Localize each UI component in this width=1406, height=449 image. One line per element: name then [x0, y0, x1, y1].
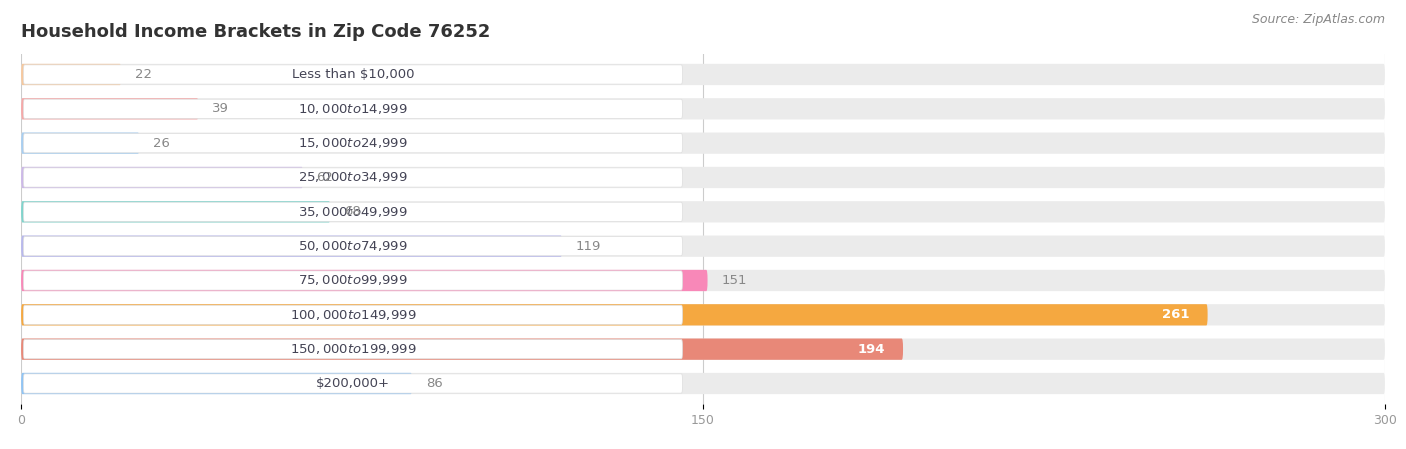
FancyBboxPatch shape — [21, 339, 1385, 360]
Text: 86: 86 — [426, 377, 443, 390]
FancyBboxPatch shape — [21, 373, 412, 394]
Text: $35,000 to $49,999: $35,000 to $49,999 — [298, 205, 408, 219]
Text: $150,000 to $199,999: $150,000 to $199,999 — [290, 342, 416, 356]
Text: 119: 119 — [575, 240, 602, 253]
FancyBboxPatch shape — [21, 64, 121, 85]
Text: $15,000 to $24,999: $15,000 to $24,999 — [298, 136, 408, 150]
FancyBboxPatch shape — [24, 271, 682, 290]
FancyBboxPatch shape — [21, 270, 707, 291]
Text: $200,000+: $200,000+ — [316, 377, 389, 390]
Text: 261: 261 — [1161, 308, 1189, 321]
Text: 151: 151 — [721, 274, 747, 287]
FancyBboxPatch shape — [24, 99, 682, 119]
Text: $25,000 to $34,999: $25,000 to $34,999 — [298, 171, 408, 185]
FancyBboxPatch shape — [21, 167, 302, 188]
FancyBboxPatch shape — [21, 132, 139, 154]
FancyBboxPatch shape — [24, 133, 682, 153]
Text: 22: 22 — [135, 68, 152, 81]
Text: Household Income Brackets in Zip Code 76252: Household Income Brackets in Zip Code 76… — [21, 23, 491, 41]
FancyBboxPatch shape — [21, 236, 562, 257]
FancyBboxPatch shape — [24, 237, 682, 256]
Text: $10,000 to $14,999: $10,000 to $14,999 — [298, 102, 408, 116]
FancyBboxPatch shape — [21, 236, 1385, 257]
Text: Less than $10,000: Less than $10,000 — [291, 68, 415, 81]
FancyBboxPatch shape — [21, 201, 1385, 222]
Text: $100,000 to $149,999: $100,000 to $149,999 — [290, 308, 416, 322]
FancyBboxPatch shape — [21, 270, 1385, 291]
Text: $75,000 to $99,999: $75,000 to $99,999 — [298, 273, 408, 287]
Text: 194: 194 — [858, 343, 884, 356]
FancyBboxPatch shape — [21, 201, 330, 222]
FancyBboxPatch shape — [24, 202, 682, 221]
FancyBboxPatch shape — [21, 304, 1208, 326]
Text: $50,000 to $74,999: $50,000 to $74,999 — [298, 239, 408, 253]
FancyBboxPatch shape — [21, 373, 1385, 394]
FancyBboxPatch shape — [21, 64, 1385, 85]
FancyBboxPatch shape — [24, 374, 682, 393]
FancyBboxPatch shape — [24, 305, 682, 325]
FancyBboxPatch shape — [21, 167, 1385, 188]
FancyBboxPatch shape — [21, 98, 1385, 119]
FancyBboxPatch shape — [24, 339, 682, 359]
FancyBboxPatch shape — [24, 65, 682, 84]
Text: Source: ZipAtlas.com: Source: ZipAtlas.com — [1251, 13, 1385, 26]
FancyBboxPatch shape — [21, 132, 1385, 154]
Text: 62: 62 — [316, 171, 333, 184]
FancyBboxPatch shape — [21, 304, 1385, 326]
Text: 26: 26 — [153, 136, 170, 150]
FancyBboxPatch shape — [24, 168, 682, 187]
FancyBboxPatch shape — [21, 98, 198, 119]
FancyBboxPatch shape — [21, 339, 903, 360]
Text: 39: 39 — [212, 102, 229, 115]
Text: 68: 68 — [344, 205, 360, 218]
